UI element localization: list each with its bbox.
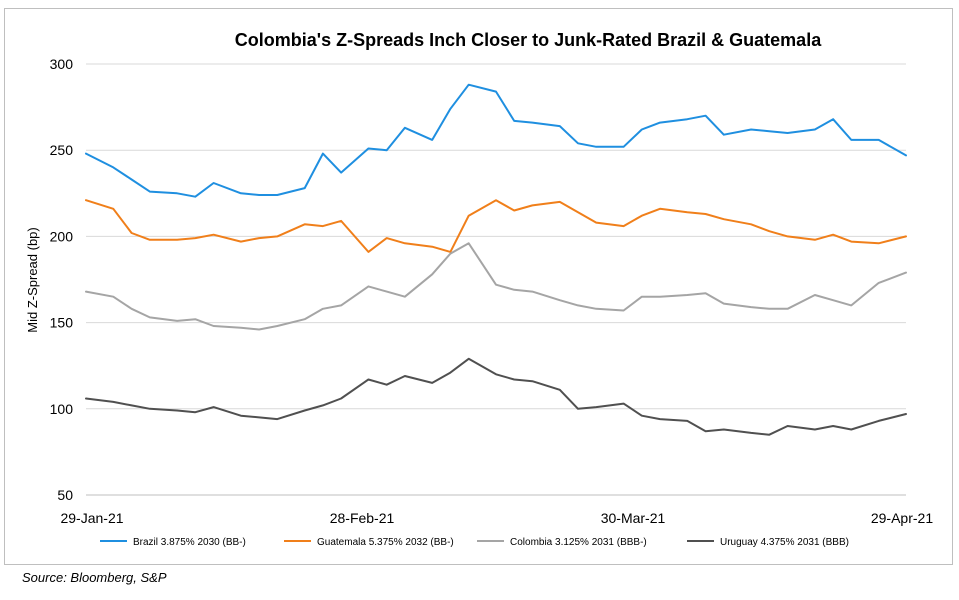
series-line: [85, 242, 907, 331]
legend-label: Colombia 3.125% 2031 (BBB-): [510, 537, 647, 548]
y-tick-label: 150: [50, 315, 74, 331]
legend-label: Brazil 3.875% 2030 (BB-): [133, 537, 246, 548]
y-tick-label: 200: [50, 228, 74, 244]
y-tick-label: 300: [50, 56, 74, 72]
line-chart: Colombia's Z-Spreads Inch Closer to Junk…: [25, 30, 933, 548]
y-tick-label: 50: [57, 487, 73, 503]
legend-label: Uruguay 4.375% 2031 (BBB): [720, 537, 849, 548]
y-tick-label: 100: [50, 401, 74, 417]
legend-label: Guatemala 5.375% 2032 (BB-): [317, 537, 454, 548]
x-tick-label: 29-Apr-21: [871, 510, 933, 526]
chart-title: Colombia's Z-Spreads Inch Closer to Junk…: [235, 30, 822, 50]
series-line: [85, 83, 907, 198]
x-tick-label: 30-Mar-21: [601, 510, 666, 526]
x-tick-label: 28-Feb-21: [330, 510, 395, 526]
chart-frame: [4, 8, 953, 565]
series-line: [85, 199, 907, 253]
y-tick-label: 250: [50, 142, 74, 158]
series-line: [85, 357, 907, 436]
x-tick-label: 29-Jan-21: [60, 510, 123, 526]
source-note: Source: Bloomberg, S&P: [22, 570, 167, 585]
y-axis-label: Mid Z-Spread (bp): [25, 227, 40, 332]
